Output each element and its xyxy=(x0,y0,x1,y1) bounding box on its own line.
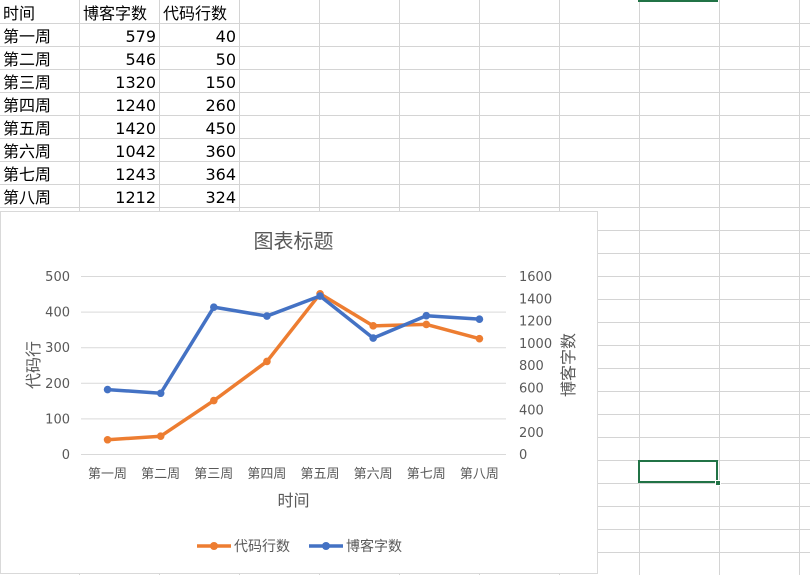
y-left-tick-label: 0 xyxy=(62,448,70,463)
cell-blog[interactable]: 1320 xyxy=(115,73,156,92)
data-point xyxy=(210,396,218,405)
cell-blog[interactable]: 1243 xyxy=(115,165,156,184)
data-point xyxy=(263,312,271,320)
y-left-tick-label: 200 xyxy=(45,377,70,392)
cell-week[interactable]: 第三周 xyxy=(3,73,52,92)
header-code-lines[interactable]: 代码行数 xyxy=(163,4,228,23)
cell-week[interactable]: 第六周 xyxy=(3,142,52,161)
legend-label: 博客字数 xyxy=(346,538,402,555)
y-right-tick-label: 200 xyxy=(519,426,544,441)
y-left-tick-label: 300 xyxy=(45,341,70,356)
cell-code[interactable]: 40 xyxy=(215,27,236,46)
data-point xyxy=(263,357,271,366)
y-right-tick-label: 600 xyxy=(519,381,544,396)
data-point xyxy=(422,311,431,320)
cell-blog[interactable]: 1042 xyxy=(115,142,156,161)
y-right-tick-label: 800 xyxy=(519,359,544,374)
cell-week[interactable]: 第四周 xyxy=(3,96,52,115)
cell-code[interactable]: 364 xyxy=(205,165,236,184)
x-tick-label: 第七周 xyxy=(407,467,446,482)
cell-code[interactable]: 150 xyxy=(205,73,236,92)
data-point xyxy=(316,292,324,300)
y-right-tick-label: 1000 xyxy=(519,337,552,352)
legend-label: 代码行数 xyxy=(234,539,290,555)
cell-week[interactable]: 第七周 xyxy=(3,165,52,184)
cell-week[interactable]: 第一周 xyxy=(3,27,52,46)
cell-code[interactable]: 324 xyxy=(205,188,236,207)
data-point xyxy=(210,303,218,311)
data-point xyxy=(103,435,112,444)
data-point xyxy=(475,334,484,343)
cell-week[interactable]: 第五周 xyxy=(3,119,52,138)
x-axis-title: 时间 xyxy=(277,491,309,510)
x-tick-label: 第四周 xyxy=(247,467,286,482)
header-blog-words[interactable]: 博客字数 xyxy=(83,4,148,23)
x-tick-label: 第六周 xyxy=(354,467,393,482)
cell-blog[interactable]: 579 xyxy=(125,27,156,46)
cell-week[interactable]: 第八周 xyxy=(3,188,52,207)
cell-blog[interactable]: 546 xyxy=(125,50,156,69)
cell-blog[interactable]: 1212 xyxy=(115,188,156,207)
y-left-tick-label: 500 xyxy=(45,270,70,285)
data-point xyxy=(156,389,165,398)
cell-code[interactable]: 450 xyxy=(205,119,236,138)
header-time[interactable]: 时间 xyxy=(3,4,36,23)
fill-handle[interactable] xyxy=(715,480,721,486)
x-tick-label: 第一周 xyxy=(88,467,127,482)
y-left-tick-label: 400 xyxy=(45,306,70,321)
y-right-tick-label: 1200 xyxy=(519,315,552,330)
x-tick-label: 第二周 xyxy=(141,467,180,482)
cell-code[interactable]: 360 xyxy=(205,142,236,161)
cell-week[interactable]: 第二周 xyxy=(3,50,52,69)
x-tick-label: 第八周 xyxy=(460,467,499,482)
data-point xyxy=(422,320,431,329)
data-point xyxy=(156,432,165,440)
y-right-tick-label: 1400 xyxy=(519,292,552,307)
y-right-tick-label: 1600 xyxy=(519,270,552,285)
legend-marker xyxy=(322,542,330,550)
data-point xyxy=(369,334,377,342)
data-point xyxy=(475,315,484,323)
y-right-tick-label: 400 xyxy=(519,404,544,419)
cell-code[interactable]: 260 xyxy=(205,96,236,115)
y-left-axis-title: 代码行 xyxy=(24,341,43,389)
cell-blog[interactable]: 1240 xyxy=(115,96,156,115)
x-tick-label: 第五周 xyxy=(301,467,340,482)
chart-canvas: 图表标题 0 100 200 300 400 500 0 200 400 600 800 1000 120… xyxy=(24,229,578,555)
x-tick-label: 第三周 xyxy=(194,467,233,482)
series-line xyxy=(105,292,482,442)
y-right-axis-title: 博客字数 xyxy=(559,333,578,397)
legend-marker xyxy=(210,542,218,550)
column-selection-marker xyxy=(638,0,718,2)
y-left-tick-label: 100 xyxy=(45,412,70,427)
chart-title: 图表标题 xyxy=(254,229,334,253)
cell-blog[interactable]: 1420 xyxy=(115,119,156,138)
y-right-tick-label: 0 xyxy=(519,448,527,463)
cell-code[interactable]: 50 xyxy=(215,50,236,69)
data-point xyxy=(103,385,112,394)
series-line xyxy=(105,294,482,396)
line-chart[interactable]: 图表标题 0 100 200 300 400 500 0 200 400 600 800 1000 120… xyxy=(0,211,598,574)
data-point xyxy=(369,322,377,330)
selected-cell[interactable] xyxy=(638,460,718,483)
